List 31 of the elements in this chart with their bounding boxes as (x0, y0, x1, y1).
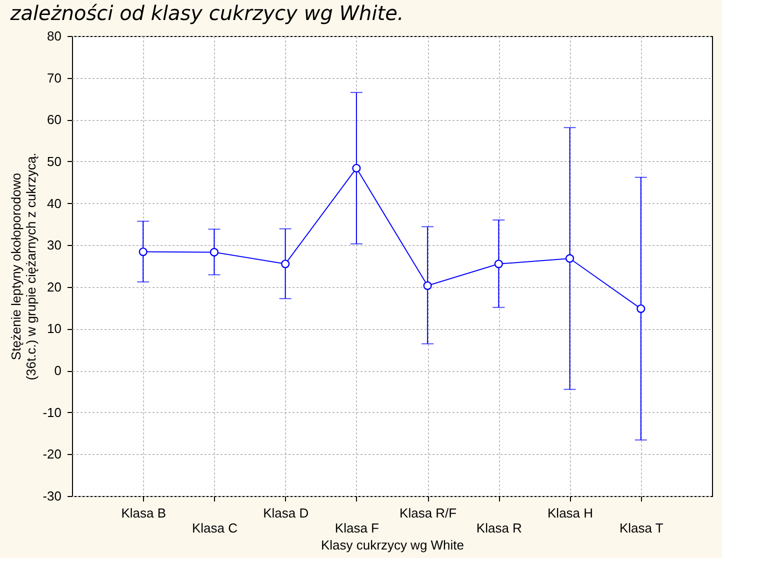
x-tick-label: Klasa R (476, 520, 522, 536)
point (210, 248, 219, 256)
y-tick-label: 10 (47, 321, 62, 336)
x-tick-label: Klasa C (192, 520, 238, 536)
y-tick-label: 0 (54, 363, 62, 378)
x-tick-label: Klasa T (619, 520, 664, 536)
x-tick-label: Klasa H (548, 506, 594, 520)
y-tick-label: -10 (42, 404, 62, 420)
point (494, 260, 503, 268)
x-axis-title: Klasy cukrzycy wg White (320, 538, 464, 552)
x-tick-label: Klasa F (334, 520, 380, 536)
point (138, 247, 148, 256)
x-tick-label: Klasa B (121, 506, 166, 520)
point (281, 260, 290, 268)
point (352, 164, 361, 172)
y-tick-label: 70 (47, 70, 62, 86)
y-tick-label: 20 (47, 279, 62, 294)
y-tick-label: 60 (47, 112, 62, 128)
y-axis-title: Stężenie leptyny okołoporodowo (36t.c.) w grupie ciężarnych z cukrzycą. (8, 152, 39, 380)
y-tick-label: 30 (47, 238, 62, 253)
x-tick-label: Klasa R/F (400, 506, 457, 520)
x-tick-label: Klasa D (263, 506, 309, 520)
point (423, 281, 432, 290)
y-tick-label: 80 (47, 28, 62, 44)
y-tick-label: 40 (47, 196, 62, 211)
y-tick-label: 50 (47, 154, 62, 169)
y-tick-label: -30 (42, 488, 62, 504)
chart-title: zależności od klasy cukrzycy wg White. (9, 1, 404, 25)
point (565, 254, 574, 263)
y-tick-label: -20 (42, 446, 62, 462)
point (636, 304, 646, 313)
